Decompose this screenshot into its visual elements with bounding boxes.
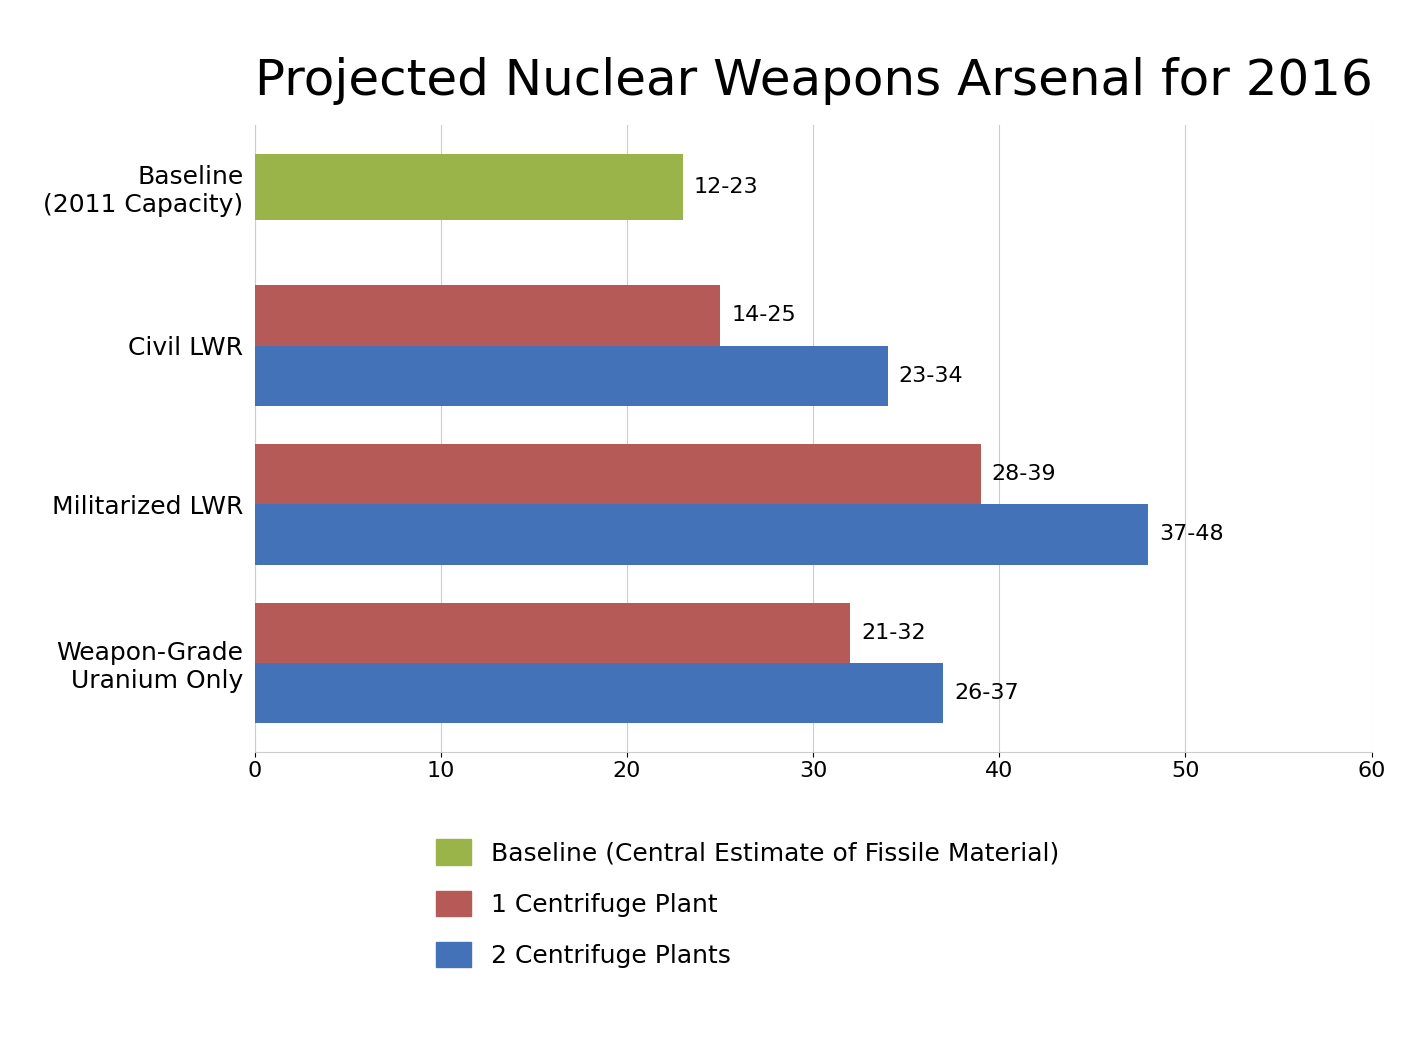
Bar <box>255 285 720 346</box>
Bar <box>255 153 683 220</box>
Text: 37-48: 37-48 <box>1159 524 1225 544</box>
Bar <box>255 602 850 663</box>
Text: Projected Nuclear Weapons Arsenal for 2016: Projected Nuclear Weapons Arsenal for 20… <box>255 56 1373 104</box>
Text: 28-39: 28-39 <box>991 465 1056 484</box>
Text: 14-25: 14-25 <box>731 306 796 326</box>
Text: 23-34: 23-34 <box>899 365 963 385</box>
Bar <box>255 444 981 504</box>
Text: 21-32: 21-32 <box>861 623 926 643</box>
Legend: Baseline (Central Estimate of Fissile Material), 1 Centrifuge Plant, 2 Centrifug: Baseline (Central Estimate of Fissile Ma… <box>423 827 1072 980</box>
Text: 12-23: 12-23 <box>694 176 758 197</box>
Bar <box>255 346 888 406</box>
Bar <box>255 663 943 723</box>
Bar <box>255 504 1148 565</box>
Text: 26-37: 26-37 <box>954 683 1019 703</box>
